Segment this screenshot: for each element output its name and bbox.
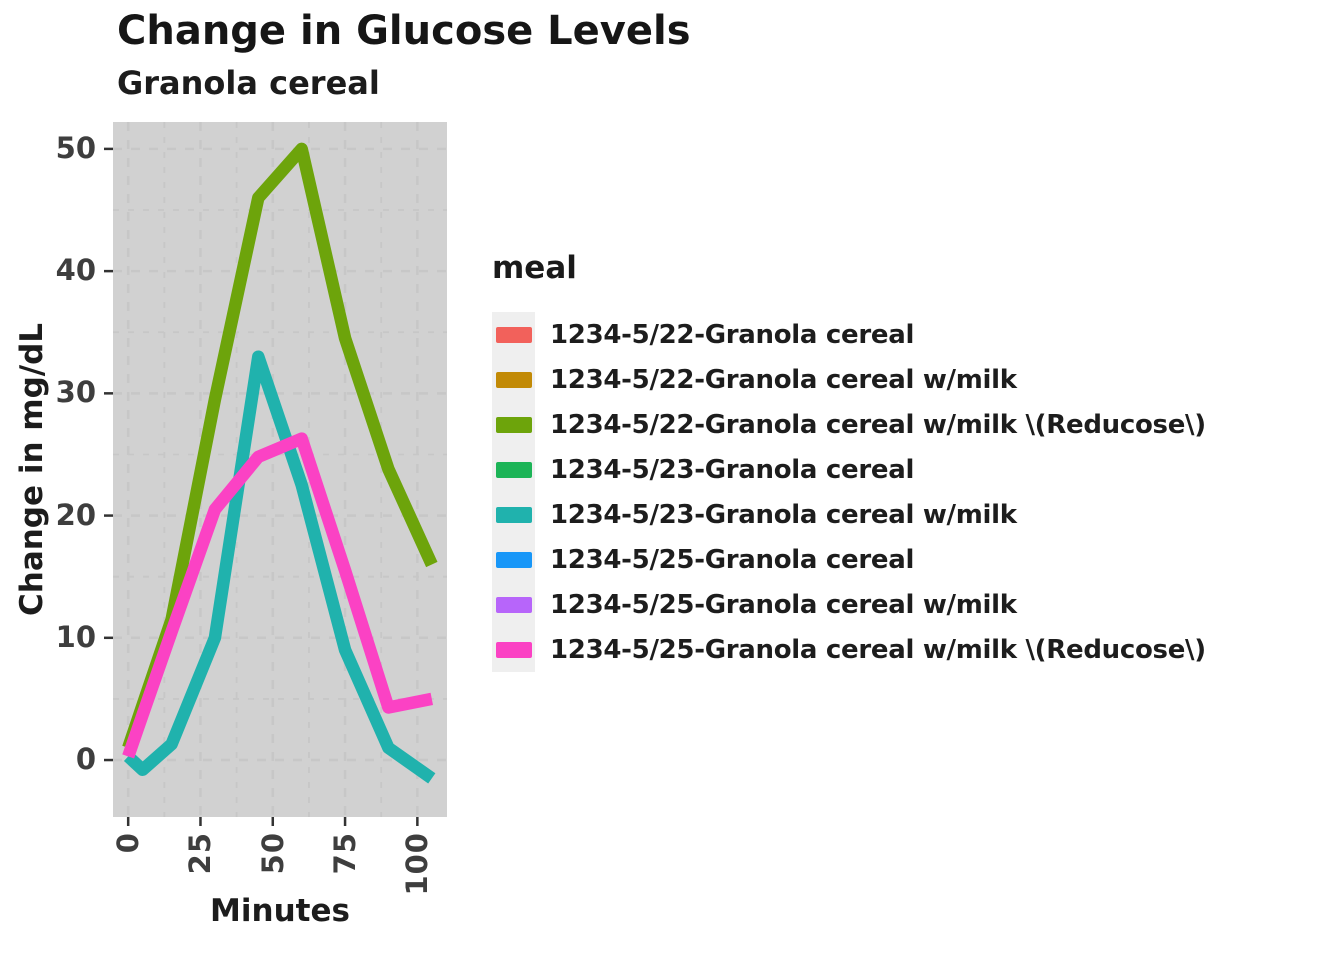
panel-background [113, 122, 447, 817]
legend-swatch-icon [495, 506, 532, 523]
legend-item: 1234-5/23-Granola cereal w/milk [492, 492, 1206, 537]
y-tick-label: 0 [75, 742, 96, 777]
legend-item-label: 1234-5/25-Granola cereal w/milk [550, 589, 1017, 620]
y-tick-label: 30 [55, 375, 96, 410]
y-tick-label: 40 [55, 253, 96, 288]
y-tick-label: 20 [55, 497, 96, 532]
legend-swatch-icon [495, 461, 532, 478]
legend-item: 1234-5/22-Granola cereal w/milk \(Reduco… [492, 402, 1206, 447]
x-tick-label: 25 [183, 832, 218, 875]
legend-item: 1234-5/22-Granola cereal w/milk [492, 357, 1206, 402]
legend-item: 1234-5/25-Granola cereal w/milk [492, 582, 1206, 627]
data-line-series [123, 350, 436, 784]
legend-key [492, 357, 535, 402]
legend-key [492, 492, 535, 537]
chart-subtitle: Granola cereal [117, 64, 380, 102]
legend-key [492, 447, 535, 492]
legend-item: 1234-5/25-Granola cereal [492, 537, 1206, 582]
x-tick-label: 50 [255, 832, 290, 875]
legend-item: 1234-5/25-Granola cereal w/milk \(Reduco… [492, 627, 1206, 672]
legend-swatch-icon [495, 551, 532, 568]
y-axis-label: Change in mg/dL [14, 322, 50, 617]
y-tick-label: 10 [55, 619, 96, 654]
legend-item-label: 1234-5/22-Granola cereal w/milk [550, 364, 1017, 395]
legend-swatch-icon [495, 596, 532, 613]
legend-key [492, 537, 535, 582]
y-tick-label: 50 [55, 130, 96, 165]
x-axis-label: Minutes [210, 893, 350, 929]
legend-key [492, 312, 535, 357]
legend-swatch-icon [495, 416, 532, 433]
x-tick-label: 75 [328, 832, 363, 875]
x-tick-label: 0 [111, 832, 146, 854]
legend-swatch-icon [495, 371, 532, 388]
legend: meal 1234-5/22-Granola cereal 1234-5/22-G… [492, 250, 1206, 672]
legend-key [492, 582, 535, 627]
legend-swatch-icon [495, 326, 532, 343]
legend-item-label: 1234-5/23-Granola cereal w/milk [550, 499, 1017, 530]
legend-item: 1234-5/22-Granola cereal [492, 312, 1206, 357]
legend-item-label: 1234-5/25-Granola cereal w/milk \(Reduco… [550, 634, 1206, 665]
legend-item-label: 1234-5/22-Granola cereal [550, 319, 915, 350]
x-tick-label: 100 [400, 832, 435, 896]
legend-title: meal [492, 250, 577, 286]
legend-item-label: 1234-5/23-Granola cereal [550, 454, 915, 485]
legend-items: 1234-5/22-Granola cereal 1234-5/22-Granol… [492, 312, 1206, 672]
data-line-series [122, 432, 434, 759]
legend-key [492, 627, 535, 672]
legend-item-label: 1234-5/25-Granola cereal [550, 544, 915, 575]
chart-title: Change in Glucose Levels [117, 8, 691, 54]
legend-item: 1234-5/23-Granola cereal [492, 447, 1206, 492]
legend-swatch-icon [495, 641, 532, 658]
legend-item-label: 1234-5/22-Granola cereal w/milk \(Reduco… [550, 409, 1206, 440]
legend-key [492, 402, 535, 447]
